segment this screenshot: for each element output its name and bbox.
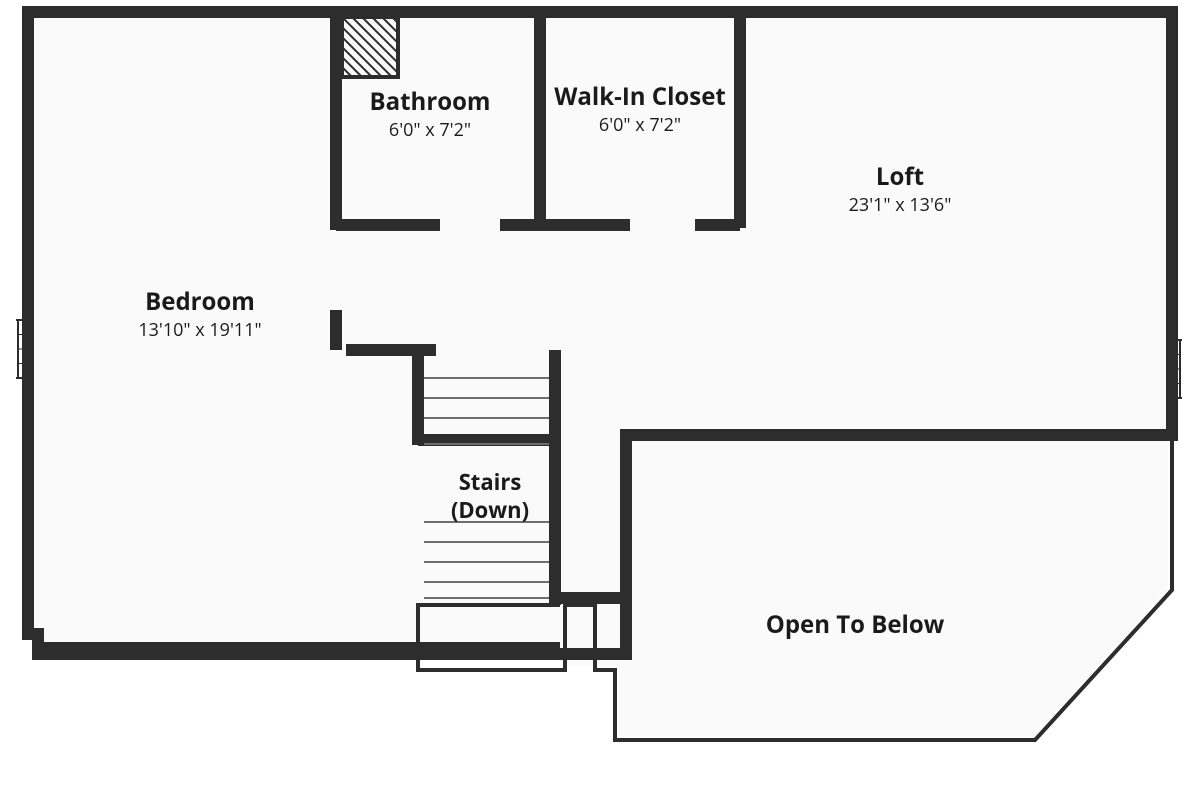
svg-text:Bedroom: Bedroom <box>145 285 255 318</box>
svg-text:13'10" x 19'11": 13'10" x 19'11" <box>138 318 261 342</box>
room-label: Bedroom13'10" x 19'11" <box>138 285 261 342</box>
svg-text:6'0" x 7'2": 6'0" x 7'2" <box>599 113 681 137</box>
svg-text:Stairs: Stairs <box>459 467 522 497</box>
svg-text:23'1" x 13'6": 23'1" x 13'6" <box>849 193 952 217</box>
svg-text:Open To Below: Open To Below <box>766 608 945 641</box>
svg-text:Walk-In Closet: Walk-In Closet <box>554 80 726 113</box>
svg-text:(Down): (Down) <box>451 495 529 525</box>
svg-text:Bathroom: Bathroom <box>370 85 491 118</box>
stairs-label: Stairs(Down) <box>451 467 529 525</box>
svg-text:Loft: Loft <box>876 160 924 193</box>
open-below-label: Open To Below <box>766 608 945 641</box>
svg-text:6'0" x 7'2": 6'0" x 7'2" <box>389 118 471 142</box>
